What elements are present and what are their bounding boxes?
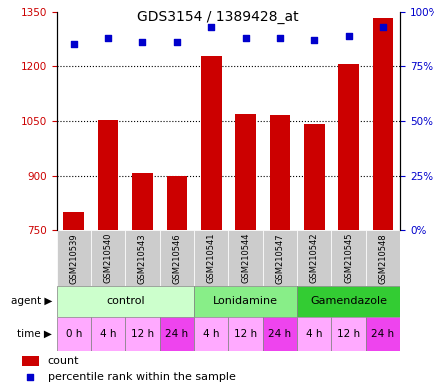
Text: 12 h: 12 h xyxy=(131,329,154,339)
Bar xyxy=(63,212,84,230)
Bar xyxy=(269,116,289,230)
Text: GSM210547: GSM210547 xyxy=(275,233,284,283)
Bar xyxy=(201,56,221,230)
Bar xyxy=(235,114,255,230)
Text: agent ▶: agent ▶ xyxy=(11,296,52,306)
Bar xyxy=(91,317,125,351)
Bar xyxy=(365,317,399,351)
Text: GSM210540: GSM210540 xyxy=(103,233,112,283)
Bar xyxy=(331,230,365,286)
Text: GSM210548: GSM210548 xyxy=(378,233,387,283)
Bar xyxy=(159,230,194,286)
Point xyxy=(310,37,317,43)
Bar xyxy=(228,317,262,351)
Point xyxy=(242,35,249,41)
Bar xyxy=(194,230,228,286)
Text: GSM210545: GSM210545 xyxy=(343,233,352,283)
Bar xyxy=(194,286,296,317)
Bar xyxy=(228,230,262,286)
Text: 24 h: 24 h xyxy=(268,329,291,339)
Text: count: count xyxy=(48,356,79,366)
Bar xyxy=(132,173,152,230)
Bar xyxy=(262,230,296,286)
Point xyxy=(173,39,180,45)
Bar xyxy=(262,317,296,351)
Bar xyxy=(98,120,118,230)
Point xyxy=(207,24,214,30)
Bar xyxy=(331,317,365,351)
Text: percentile rank within the sample: percentile rank within the sample xyxy=(48,372,235,382)
Bar xyxy=(296,317,331,351)
Text: GDS3154 / 1389428_at: GDS3154 / 1389428_at xyxy=(136,10,298,23)
Bar xyxy=(22,356,39,366)
Text: 12 h: 12 h xyxy=(233,329,256,339)
Text: 24 h: 24 h xyxy=(165,329,188,339)
Bar xyxy=(159,317,194,351)
Point xyxy=(70,41,77,47)
Text: 4 h: 4 h xyxy=(306,329,322,339)
Text: 4 h: 4 h xyxy=(203,329,219,339)
Text: 0 h: 0 h xyxy=(66,329,82,339)
Text: 24 h: 24 h xyxy=(371,329,394,339)
Text: 12 h: 12 h xyxy=(336,329,359,339)
Text: control: control xyxy=(106,296,144,306)
Bar xyxy=(296,230,331,286)
Text: GSM210544: GSM210544 xyxy=(240,233,250,283)
Bar xyxy=(372,18,392,230)
Point xyxy=(345,33,352,39)
Text: Lonidamine: Lonidamine xyxy=(213,296,277,306)
Bar xyxy=(125,317,159,351)
Point xyxy=(139,39,146,45)
Text: GSM210546: GSM210546 xyxy=(172,233,181,283)
Text: GSM210541: GSM210541 xyxy=(206,233,215,283)
Bar xyxy=(303,124,324,230)
Bar xyxy=(365,230,399,286)
Bar xyxy=(166,176,187,230)
Text: Gamendazole: Gamendazole xyxy=(309,296,386,306)
Bar xyxy=(194,317,228,351)
Bar xyxy=(296,286,399,317)
Bar xyxy=(56,230,91,286)
Text: 4 h: 4 h xyxy=(100,329,116,339)
Text: GSM210543: GSM210543 xyxy=(138,233,147,283)
Point xyxy=(379,24,386,30)
Bar xyxy=(125,230,159,286)
Point xyxy=(276,35,283,41)
Bar xyxy=(91,230,125,286)
Point xyxy=(27,374,34,381)
Bar xyxy=(338,64,358,230)
Text: GSM210542: GSM210542 xyxy=(309,233,318,283)
Bar xyxy=(56,286,194,317)
Point xyxy=(105,35,111,41)
Bar xyxy=(56,317,91,351)
Text: time ▶: time ▶ xyxy=(17,329,52,339)
Text: GSM210539: GSM210539 xyxy=(69,233,78,283)
